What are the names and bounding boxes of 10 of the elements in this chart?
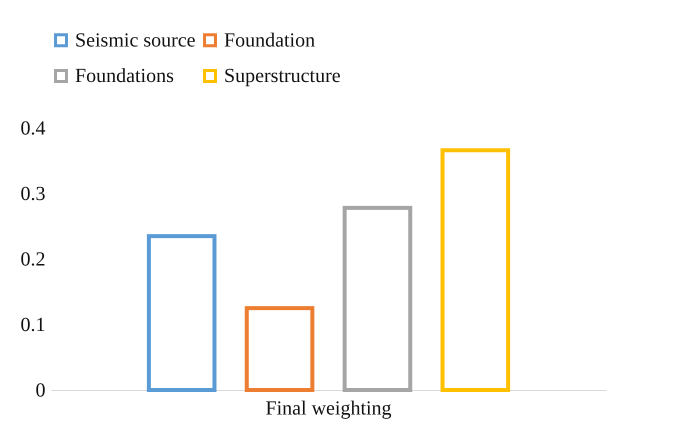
- legend-label: Foundation: [224, 29, 316, 52]
- y-tick-label: 0.4: [20, 118, 46, 140]
- legend-label: Seismic source: [75, 29, 196, 52]
- y-tick-label: 0.3: [20, 183, 46, 205]
- legend-label: Foundations: [75, 65, 174, 87]
- y-tick-label: 0: [36, 380, 46, 402]
- x-tick-label: Final weighting: [265, 398, 392, 420]
- legend-label: Superstructure: [224, 65, 341, 87]
- y-tick-label: 0.2: [20, 248, 46, 270]
- y-tick-label: 0.1: [20, 314, 46, 336]
